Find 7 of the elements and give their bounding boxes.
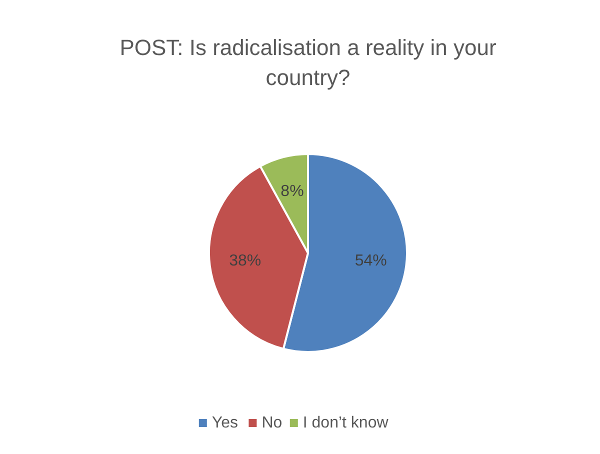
legend-label: Yes [212,414,238,432]
chart-title: POST: Is radicalisation a reality in your country? [120,35,496,90]
legend-label: I don’t know [302,414,389,432]
legend-label: No [262,414,282,432]
data-label: 38% [229,252,262,270]
data-label: 8% [280,183,304,200]
data-label: 54% [354,252,387,270]
